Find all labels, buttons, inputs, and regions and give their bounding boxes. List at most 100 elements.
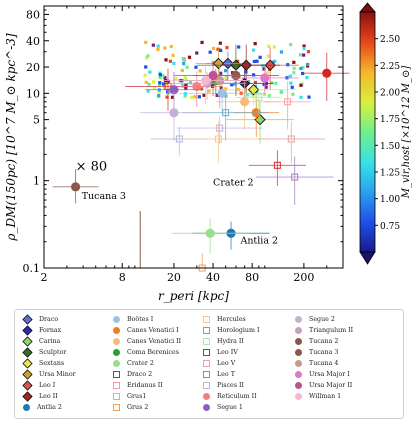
y-tick-label: 20 <box>26 61 40 74</box>
subhalo-point <box>230 83 234 87</box>
subhalo-point <box>302 46 306 51</box>
subhalo-point <box>146 54 150 58</box>
subhalo-point <box>299 95 303 99</box>
legend-item: Hercules <box>203 315 246 324</box>
ursa-major-ii-marker <box>208 70 218 81</box>
data-marks <box>52 40 350 272</box>
legend-marker <box>113 371 120 378</box>
hercules-marker <box>214 135 222 143</box>
subhalo-point <box>148 70 152 74</box>
subhalo-point <box>264 85 268 89</box>
legend-item: Hydra II <box>203 337 244 346</box>
ursa-minor-marker <box>212 57 225 70</box>
legend-label: Ursa Major I <box>309 371 350 378</box>
subhalo-point <box>291 92 295 96</box>
colorbar-tick-label: 1.00 <box>380 195 400 205</box>
legend-marker <box>203 404 210 411</box>
legend-marker <box>203 371 210 378</box>
reticulum-ii-marker <box>192 81 202 92</box>
sextans-marker <box>247 84 260 96</box>
x-tick-label: 200 <box>293 271 314 284</box>
legend-item: Tucana 4 <box>295 359 338 368</box>
subhalo-point <box>146 89 150 93</box>
colorbar-tick-label: 1.50 <box>380 142 400 152</box>
subhalo-point <box>289 81 293 85</box>
subhalo-point <box>224 87 228 91</box>
legend-marker <box>295 316 302 323</box>
legend-marker <box>113 327 120 334</box>
subhalo-point <box>151 43 155 47</box>
subhalo-point <box>184 78 188 82</box>
leo-t-marker <box>291 173 299 181</box>
subhalo-point <box>299 66 303 71</box>
legend-item: Canes Venatici I <box>113 326 179 335</box>
carina-marker <box>254 113 266 126</box>
segue-2-marker <box>169 108 179 118</box>
legend-marker <box>113 349 120 356</box>
annotation-label: Tucana 3 <box>82 191 126 202</box>
colorbar-tick-label: 1.75 <box>380 115 400 125</box>
subhalo-point <box>292 66 296 70</box>
legend-item: Horologium I <box>203 326 259 335</box>
legend-item: Segue 1 <box>203 403 243 412</box>
x-tick-label: 2 <box>41 271 48 284</box>
legend-item: Grus 2 <box>113 403 148 412</box>
subhalo-point <box>143 73 147 77</box>
subhalo-point <box>251 48 256 52</box>
subhalo-point <box>194 65 198 69</box>
subhalo-point <box>218 41 222 45</box>
annotation-label: × 80 <box>76 160 108 175</box>
subhalo-point <box>144 56 149 60</box>
subhalo-point <box>219 48 223 53</box>
leo-ii-marker <box>240 59 252 71</box>
legend-label: Coma Berenices <box>127 349 179 356</box>
subhalo-point <box>274 81 278 85</box>
host-red-offset--marker <box>322 68 332 78</box>
subhalo-point <box>255 59 259 63</box>
subhalo-point <box>158 81 162 85</box>
canes-venatici-ii-marker <box>240 97 250 107</box>
legend-marker <box>22 314 33 325</box>
subhalo-point <box>251 93 255 97</box>
legend-item: Grus1 <box>113 392 146 401</box>
subhalo-point <box>252 59 257 64</box>
subhalo-point <box>298 53 302 57</box>
hydra-ii-marker <box>255 93 263 101</box>
subhalo-point <box>164 58 168 62</box>
subhalo-point <box>292 71 296 75</box>
legend-label: Segue 1 <box>217 404 243 411</box>
subhalo-point <box>184 83 188 87</box>
subhalo-point <box>301 66 305 70</box>
legend-label: Boötes I <box>127 316 154 323</box>
legend-label: Leo IV <box>217 349 238 356</box>
legend-marker <box>22 358 33 369</box>
subhalo-point <box>305 75 309 80</box>
colorbar-gradient <box>359 11 376 253</box>
subhalo-point <box>187 55 192 59</box>
subhalo-point <box>157 90 161 94</box>
subhalo-point <box>183 94 187 98</box>
subhalo-point <box>245 93 250 97</box>
legend-label: Tucana 2 <box>309 338 339 345</box>
legend-label: Pisces II <box>217 382 244 389</box>
legend-label: Carina <box>39 338 61 345</box>
legend-label: Horologium I <box>217 327 260 334</box>
legend-marker <box>203 327 210 334</box>
subhalo-point <box>273 59 277 63</box>
subhalo-point <box>200 87 204 91</box>
subhalo-point <box>225 45 229 50</box>
plot-background <box>44 6 343 268</box>
legend-label: Sextans <box>39 360 65 367</box>
subhalo-point <box>307 95 311 99</box>
y-tick-label: 5 <box>33 114 40 127</box>
legend-item: Coma Berenices <box>113 348 179 357</box>
legend-marker <box>295 338 302 345</box>
legend-item: Ursa Major II <box>295 381 352 390</box>
legend-label: Tucana 3 <box>309 349 339 356</box>
subhalo-point <box>279 89 283 93</box>
subhalo-point <box>263 92 267 96</box>
subhalo-point <box>144 65 148 69</box>
subhalo-point <box>215 93 219 97</box>
subhalo-point <box>207 89 211 93</box>
legend-item: Pisces II <box>203 381 244 390</box>
